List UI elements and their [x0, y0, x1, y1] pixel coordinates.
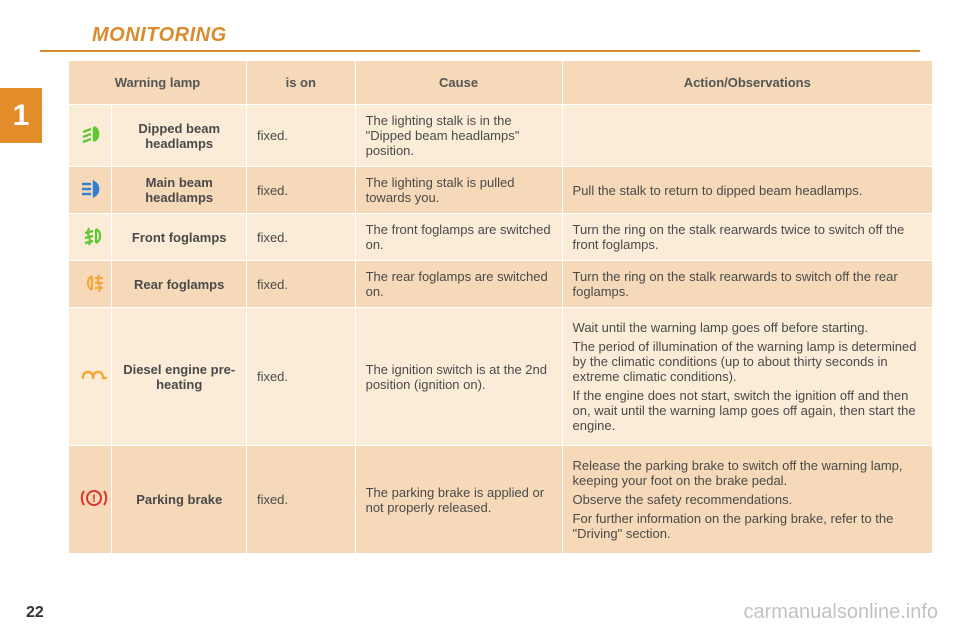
- lamp-on: fixed.: [246, 214, 355, 261]
- header-action: Action/Observations: [562, 61, 932, 105]
- lamp-action: Pull the stalk to return to dipped beam …: [562, 167, 932, 214]
- front-fog-icon: [79, 225, 109, 247]
- lamp-action: Turn the ring on the stalk rearwards to …: [562, 261, 932, 308]
- page-number: 22: [26, 604, 44, 622]
- icon-cell: [69, 261, 112, 308]
- lamp-name: Parking brake: [112, 446, 247, 554]
- lamp-on: fixed.: [246, 446, 355, 554]
- lamp-name: Main beam headlamps: [112, 167, 247, 214]
- table-row: Main beam headlamps fixed. The lighting …: [69, 167, 933, 214]
- watermark: carmanualsonline.info: [743, 601, 938, 624]
- lamp-cause: The front foglamps are switched on.: [355, 214, 562, 261]
- lamp-cause: The parking brake is applied or not prop…: [355, 446, 562, 554]
- lamp-cause: The rear foglamps are switched on.: [355, 261, 562, 308]
- page-title: MONITORING: [92, 24, 227, 47]
- lamp-name: Rear foglamps: [112, 261, 247, 308]
- table-row: ! Parking brake fixed. The parking brake…: [69, 446, 933, 554]
- lamp-on: fixed.: [246, 261, 355, 308]
- lamp-name: Diesel engine pre-heating: [112, 308, 247, 446]
- lamp-on: fixed.: [246, 308, 355, 446]
- action-line: Release the parking brake to switch off …: [573, 458, 922, 488]
- action-line: Wait until the warning lamp goes off bef…: [573, 320, 922, 335]
- table-row: Rear foglamps fixed. The rear foglamps a…: [69, 261, 933, 308]
- lamp-name: Front foglamps: [112, 214, 247, 261]
- warning-lamp-table: Warning lamp is on Cause Action/Observat…: [68, 60, 933, 554]
- lamp-cause: The ignition switch is at the 2nd positi…: [355, 308, 562, 446]
- lamp-on: fixed.: [246, 167, 355, 214]
- lamp-cause: The lighting stalk is in the "Dipped bea…: [355, 105, 562, 167]
- table-row: Dipped beam headlamps fixed. The lightin…: [69, 105, 933, 167]
- lamp-action: [562, 105, 932, 167]
- table-header-row: Warning lamp is on Cause Action/Observat…: [69, 61, 933, 105]
- preheat-icon: [79, 364, 109, 386]
- lamp-action: Release the parking brake to switch off …: [562, 446, 932, 554]
- lamp-action: Wait until the warning lamp goes off bef…: [562, 308, 932, 446]
- table-row: Front foglamps fixed. The front foglamps…: [69, 214, 933, 261]
- chapter-tab: 1: [0, 88, 42, 143]
- icon-cell: [69, 308, 112, 446]
- action-line: Observe the safety recommendations.: [573, 492, 922, 507]
- lamp-on: fixed.: [246, 105, 355, 167]
- table-row: Diesel engine pre-heating fixed. The ign…: [69, 308, 933, 446]
- lamp-action: Turn the ring on the stalk rearwards twi…: [562, 214, 932, 261]
- lamp-name: Dipped beam headlamps: [112, 105, 247, 167]
- main-beam-icon: [79, 178, 109, 200]
- header-lamp: Warning lamp: [69, 61, 247, 105]
- action-line: For further information on the parking b…: [573, 511, 922, 541]
- icon-cell: [69, 214, 112, 261]
- header-ison: is on: [246, 61, 355, 105]
- lamp-cause: The lighting stalk is pulled towards you…: [355, 167, 562, 214]
- parking-brake-icon: !: [79, 487, 109, 509]
- title-rule: [40, 50, 920, 52]
- icon-cell: [69, 105, 112, 167]
- icon-cell: !: [69, 446, 112, 554]
- svg-text:!: !: [92, 493, 96, 505]
- dipped-beam-icon: [79, 123, 109, 145]
- header-cause: Cause: [355, 61, 562, 105]
- icon-cell: [69, 167, 112, 214]
- action-line: The period of illumination of the warnin…: [573, 339, 922, 384]
- action-line: If the engine does not start, switch the…: [573, 388, 922, 433]
- rear-fog-icon: [79, 272, 109, 294]
